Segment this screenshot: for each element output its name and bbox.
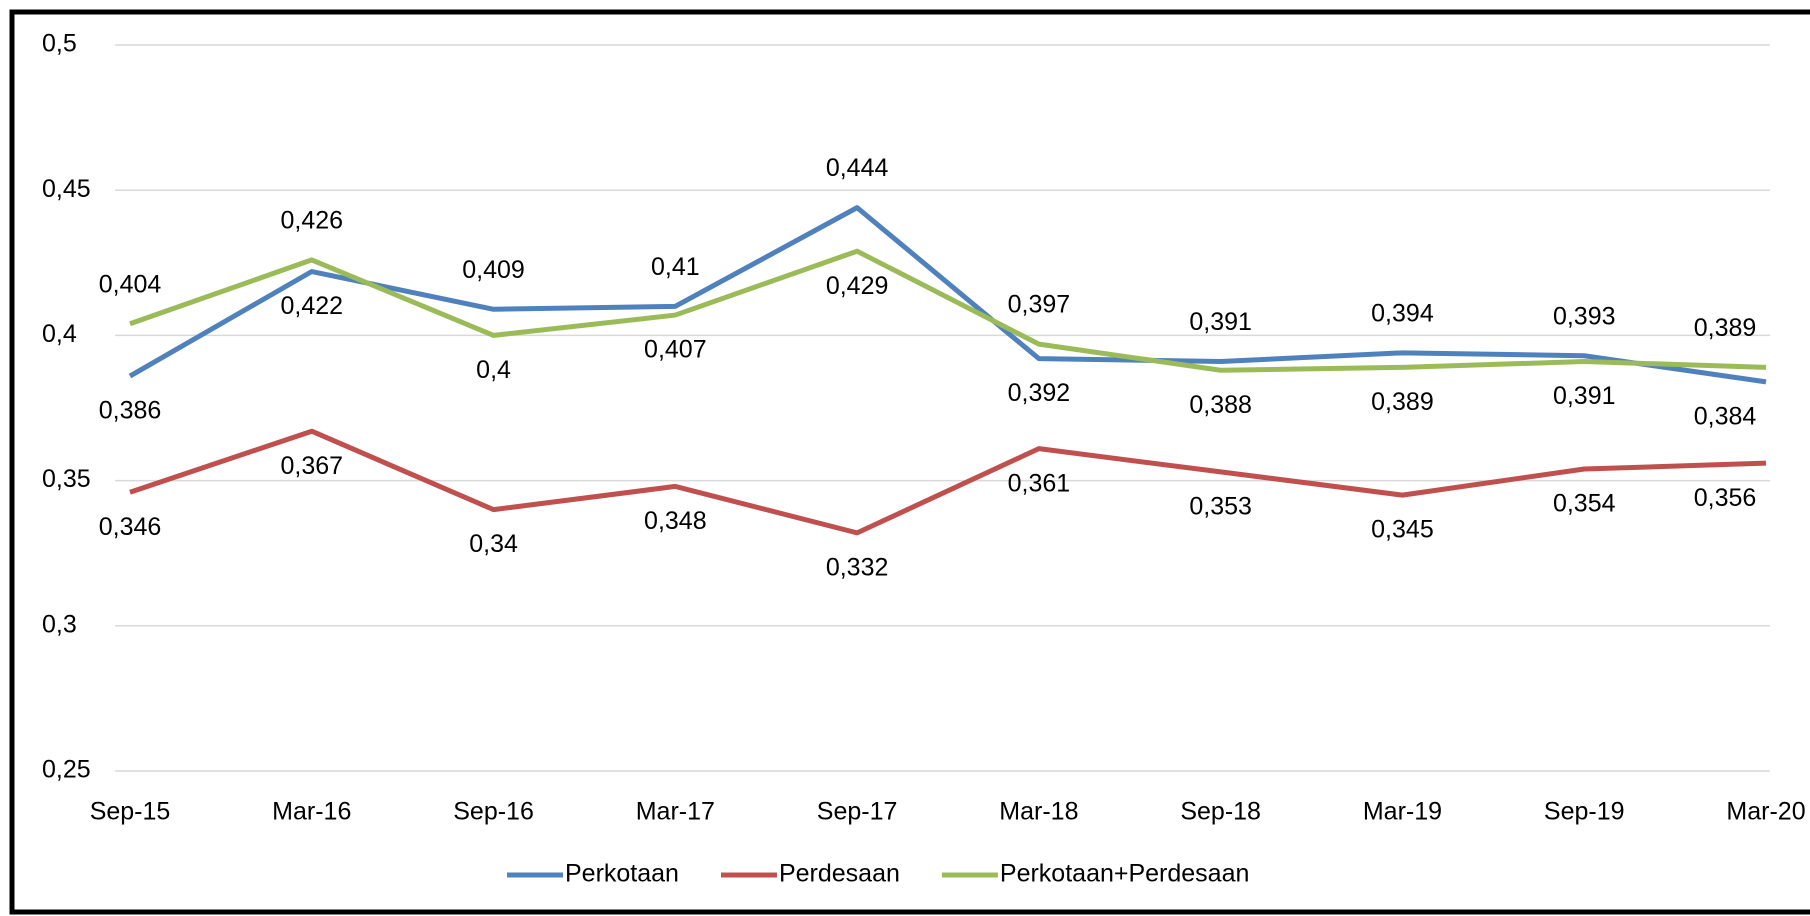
data-label: 0,384 bbox=[1694, 402, 1757, 430]
data-label: 0,391 bbox=[1553, 382, 1616, 410]
data-label: 0,386 bbox=[99, 397, 162, 425]
data-label: 0,332 bbox=[826, 553, 889, 581]
y-tick-label: 0,45 bbox=[42, 175, 91, 203]
frame bbox=[9, 9, 1810, 915]
x-tick-label: Sep-18 bbox=[1180, 798, 1261, 826]
data-label: 0,361 bbox=[1008, 469, 1071, 497]
data-label: 0,4 bbox=[476, 356, 511, 384]
data-label: 0,389 bbox=[1371, 388, 1434, 416]
data-label: 0,34 bbox=[469, 530, 518, 558]
x-tick-label: Sep-16 bbox=[453, 798, 534, 826]
x-tick-label: Mar-20 bbox=[1726, 798, 1805, 826]
data-label: 0,391 bbox=[1189, 308, 1252, 336]
data-label: 0,444 bbox=[826, 154, 889, 182]
y-tick-label: 0,5 bbox=[42, 30, 77, 58]
x-tick-label: Mar-19 bbox=[1363, 798, 1442, 826]
data-label: 0,404 bbox=[99, 270, 162, 298]
data-label: 0,394 bbox=[1371, 299, 1434, 327]
data-label: 0,407 bbox=[644, 336, 707, 364]
y-tick-label: 0,35 bbox=[42, 465, 91, 493]
x-tick-label: Sep-15 bbox=[90, 798, 171, 826]
data-label: 0,346 bbox=[99, 513, 162, 541]
legend-label: Perkotaan bbox=[565, 860, 679, 888]
legend-label: Perkotaan+Perdesaan bbox=[1000, 860, 1250, 888]
data-label: 0,348 bbox=[644, 507, 707, 535]
data-label: 0,426 bbox=[280, 207, 343, 235]
data-label: 0,409 bbox=[462, 256, 525, 284]
data-label: 0,353 bbox=[1189, 492, 1252, 520]
data-label: 0,388 bbox=[1189, 391, 1252, 419]
x-tick-label: Sep-17 bbox=[817, 798, 898, 826]
y-tick-label: 0,25 bbox=[42, 756, 91, 784]
data-label: 0,41 bbox=[651, 253, 700, 281]
x-tick-label: Mar-16 bbox=[272, 798, 351, 826]
x-tick-label: Mar-17 bbox=[636, 798, 715, 826]
series-line bbox=[129, 428, 1767, 536]
y-tick-label: 0,3 bbox=[42, 610, 77, 638]
x-tick-label: Sep-19 bbox=[1544, 798, 1625, 826]
data-label: 0,354 bbox=[1553, 490, 1616, 518]
data-label: 0,397 bbox=[1008, 291, 1071, 319]
x-tick-label: Mar-18 bbox=[999, 798, 1078, 826]
series-line bbox=[129, 248, 1767, 373]
data-label: 0,356 bbox=[1694, 484, 1757, 512]
data-label: 0,393 bbox=[1553, 302, 1616, 330]
legend-label: Perdesaan bbox=[779, 860, 900, 888]
y-tick-label: 0,4 bbox=[42, 320, 77, 348]
data-label: 0,367 bbox=[280, 452, 343, 480]
data-label: 0,389 bbox=[1694, 314, 1757, 342]
series-line bbox=[128, 205, 1767, 385]
data-label: 0,429 bbox=[826, 272, 889, 300]
data-label: 0,345 bbox=[1371, 516, 1434, 544]
data-label: 0,392 bbox=[1008, 379, 1071, 407]
data-label: 0,422 bbox=[280, 292, 343, 320]
